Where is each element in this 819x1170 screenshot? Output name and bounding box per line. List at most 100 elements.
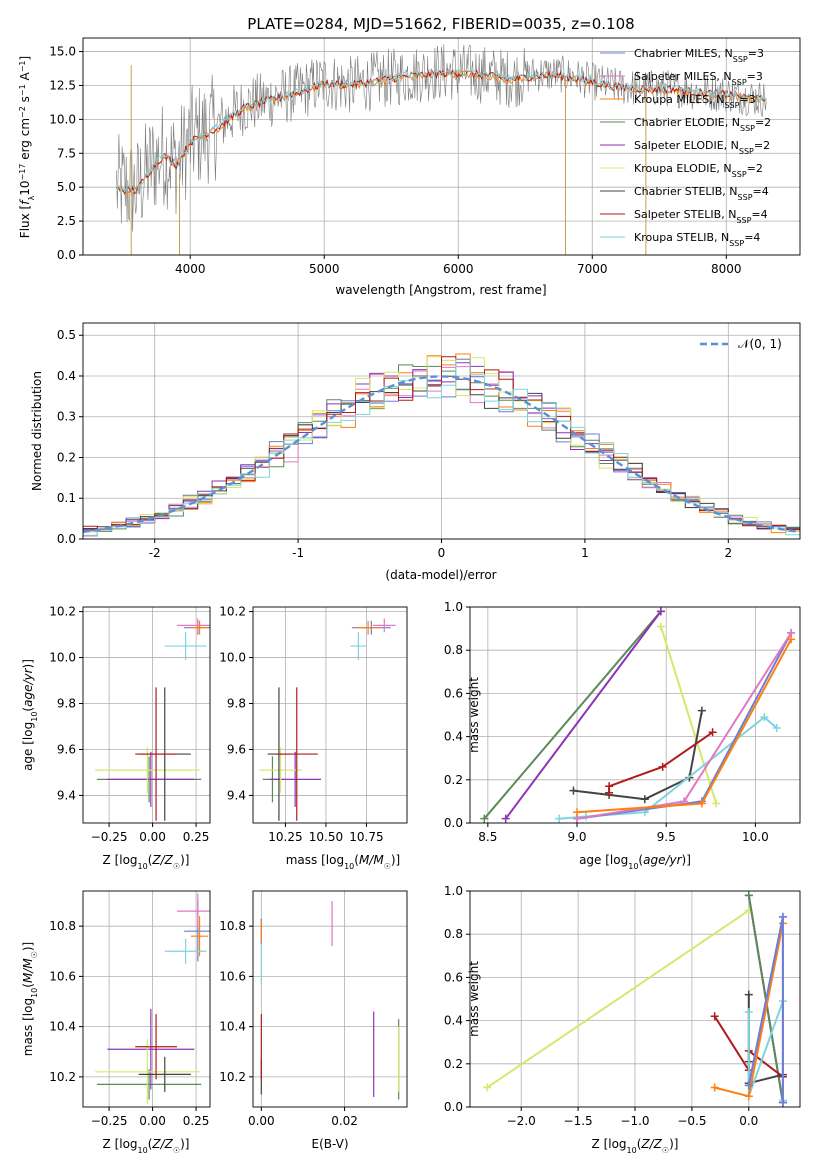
axes-panel: 0.00 0.02 10.2 10.4 10.6 10.8 bbox=[219, 890, 408, 1128]
y-tick-label: 9.6 bbox=[57, 742, 76, 756]
weight-marker bbox=[483, 1083, 492, 1092]
plot-area bbox=[483, 891, 787, 1107]
observed-spectrum bbox=[116, 44, 767, 232]
x-tick-label: -1 bbox=[292, 546, 304, 560]
y-tick-label: 0.0 bbox=[57, 248, 76, 262]
y-tick-label: 10.2 bbox=[219, 1070, 246, 1084]
x-tick-label: 0.25 bbox=[183, 830, 210, 844]
y-tick-label: 12.5 bbox=[49, 78, 76, 92]
x-tick-label: 8.5 bbox=[478, 830, 497, 844]
legend-label: Salpeter STELIB, NSSP=4 bbox=[634, 208, 768, 225]
weight-marker bbox=[744, 1081, 753, 1090]
x-tick-label: 7000 bbox=[577, 262, 608, 276]
x-tick-label: 9.0 bbox=[567, 830, 586, 844]
y-tick-label: 1.0 bbox=[444, 884, 463, 898]
axes-panel: -2 -1 0 1 2 0.0 0.1 0.2 0.3 0.4 0.5 bbox=[57, 322, 801, 560]
legend-label: Kroupa ELODIE, NSSP=2 bbox=[634, 162, 763, 179]
y-axis-label: mass weight bbox=[467, 677, 481, 753]
y-tick-label: 10.0 bbox=[219, 651, 246, 665]
x-axis-label: Z [log10(Z/Z☉)] bbox=[103, 1137, 190, 1155]
y-tick-label: 10.0 bbox=[49, 112, 76, 126]
x-tick-label: 4000 bbox=[175, 262, 206, 276]
axes-frame bbox=[252, 606, 408, 824]
x-axis-label: age [log10(age/yr)] bbox=[579, 853, 691, 871]
axes-frame bbox=[252, 890, 408, 1108]
y-tick-label: 0.5 bbox=[57, 328, 76, 342]
axes-frame bbox=[469, 606, 801, 824]
weight-marker bbox=[480, 814, 489, 823]
y-tick-label: 10.0 bbox=[49, 651, 76, 665]
x-tick-label: 5000 bbox=[309, 262, 340, 276]
weight-marker bbox=[710, 1012, 719, 1021]
y-tick-label: 5.0 bbox=[57, 180, 76, 194]
x-tick-label: −1.0 bbox=[620, 1114, 649, 1128]
weight-marker bbox=[772, 723, 781, 732]
x-tick-label: 0 bbox=[438, 546, 446, 560]
y-tick-label: 0.4 bbox=[444, 730, 463, 744]
axes-frame bbox=[82, 606, 211, 824]
weight-line bbox=[483, 610, 662, 820]
y-tick-label: 9.6 bbox=[227, 742, 246, 756]
weight-marker bbox=[656, 607, 665, 616]
x-axis-label: (data-model)/error bbox=[385, 568, 496, 582]
weight-marker bbox=[640, 795, 649, 804]
weight-marker bbox=[501, 814, 510, 823]
weight-marker bbox=[744, 1092, 753, 1101]
legend-label: Kroupa MILES, NSSP=3 bbox=[634, 93, 756, 110]
y-tick-label: 10.8 bbox=[219, 919, 246, 933]
x-tick-label: 0.02 bbox=[331, 1114, 358, 1128]
weight-marker bbox=[744, 990, 753, 999]
x-tick-label: 10.75 bbox=[349, 830, 383, 844]
plot-area bbox=[83, 353, 800, 539]
weight-marker bbox=[658, 762, 667, 771]
plot-area bbox=[260, 901, 400, 1100]
figure-title: PLATE=0284, MJD=51662, FIBERID=0035, z=0… bbox=[247, 15, 634, 33]
x-tick-label: −0.25 bbox=[91, 1114, 128, 1128]
x-tick-label: −2.0 bbox=[507, 1114, 536, 1128]
model-spectrum bbox=[116, 68, 767, 196]
legend-label: Kroupa STELIB, NSSP=4 bbox=[634, 231, 760, 248]
y-tick-label: 0.6 bbox=[444, 686, 463, 700]
x-tick-label: 8000 bbox=[711, 262, 742, 276]
y-tick-label: 0.2 bbox=[444, 1057, 463, 1071]
legend-label: Chabrier STELIB, NSSP=4 bbox=[634, 185, 769, 202]
y-tick-label: 0.6 bbox=[444, 970, 463, 984]
x-tick-label: 0.00 bbox=[139, 1114, 166, 1128]
weight-marker bbox=[760, 713, 769, 722]
x-tick-label: 0.00 bbox=[139, 830, 166, 844]
y-tick-label: 0.3 bbox=[57, 410, 76, 424]
axes-frame bbox=[82, 37, 801, 256]
plot-area bbox=[259, 618, 396, 821]
weight-line bbox=[573, 710, 703, 801]
weight-marker bbox=[656, 622, 665, 631]
residual-histogram bbox=[83, 358, 800, 539]
weight-marker bbox=[778, 1098, 787, 1107]
weight-marker bbox=[744, 891, 753, 900]
x-tick-label: −1.5 bbox=[564, 1114, 593, 1128]
x-tick-label: 6000 bbox=[443, 262, 474, 276]
y-tick-label: 0.2 bbox=[444, 773, 463, 787]
x-tick-label: −0.25 bbox=[91, 830, 128, 844]
weight-marker bbox=[697, 799, 706, 808]
x-tick-label: 0.25 bbox=[183, 1114, 210, 1128]
y-tick-label: 0.0 bbox=[57, 532, 76, 546]
y-tick-label: 9.8 bbox=[57, 697, 76, 711]
weight-marker bbox=[569, 786, 578, 795]
y-tick-label: 10.6 bbox=[219, 969, 246, 983]
y-tick-label: 2.5 bbox=[57, 214, 76, 228]
y-tick-label: 10.4 bbox=[219, 1020, 246, 1034]
x-axis-label: Z [log10(Z/Z☉)] bbox=[592, 1137, 679, 1155]
weight-marker bbox=[697, 706, 706, 715]
y-tick-label: 9.4 bbox=[57, 788, 76, 802]
legend-label: Chabrier MILES, NSSP=3 bbox=[634, 47, 764, 64]
x-axis-label: Z [log10(Z/Z☉)] bbox=[103, 853, 190, 871]
y-tick-label: 10.2 bbox=[49, 605, 76, 619]
y-tick-label: 0.8 bbox=[444, 927, 463, 941]
weight-marker bbox=[708, 728, 717, 737]
legend-label: 𝒩(0, 1) bbox=[738, 337, 782, 351]
weight-marker bbox=[710, 1083, 719, 1092]
x-tick-label: -2 bbox=[149, 546, 161, 560]
axes-panel: −0.25 0.00 0.25 9.4 9.6 9.8 10.0 10.2 bbox=[49, 605, 211, 844]
y-tick-label: 0.0 bbox=[444, 816, 463, 830]
